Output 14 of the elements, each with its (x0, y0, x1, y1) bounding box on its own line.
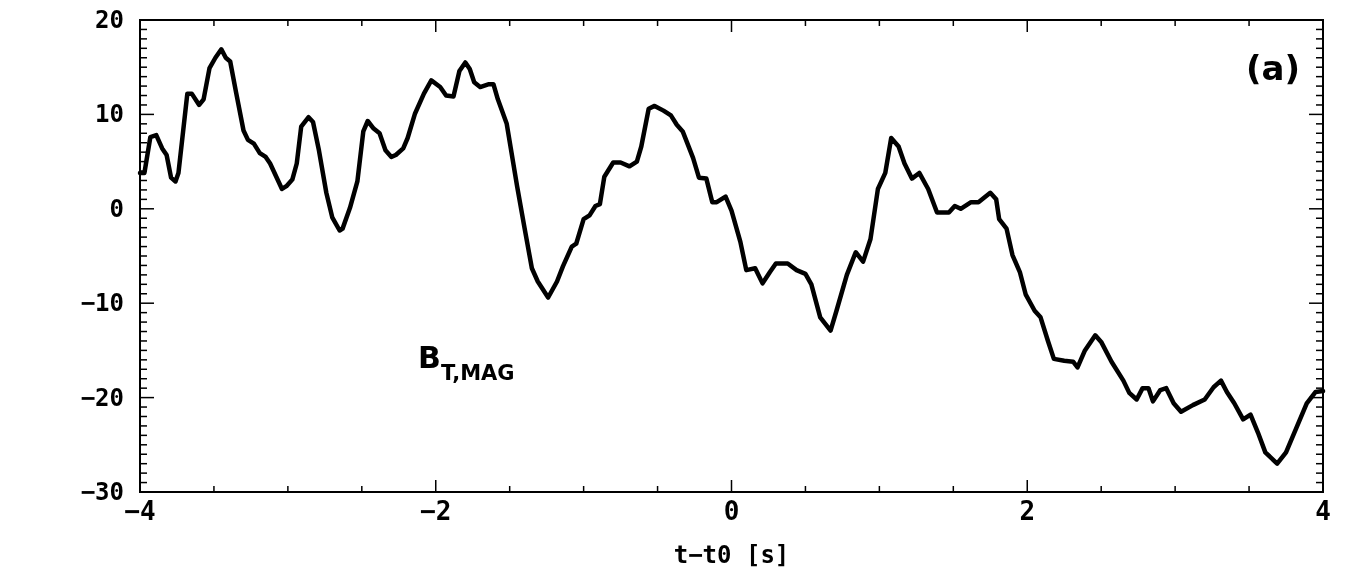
y-tick-label: 0 (109, 194, 124, 223)
y-tick-label: −20 (80, 383, 124, 412)
y-tick-label: 10 (95, 100, 124, 129)
x-axis-title: t−t0 [s] (673, 541, 790, 569)
annotation: (a) (1245, 48, 1300, 88)
y-tick-label: −10 (80, 289, 124, 318)
y-tick-label: −30 (80, 478, 124, 506)
x-tick-label: 4 (1315, 496, 1331, 526)
x-tick-label: 2 (1019, 496, 1036, 526)
series-label: B$_{T,MAG}$ (418, 340, 515, 385)
y-tick-label: 20 (95, 6, 124, 34)
x-tick-label: −2 (420, 496, 452, 526)
x-tick-label: 0 (723, 496, 740, 526)
x-tick-label: −4 (124, 496, 156, 526)
